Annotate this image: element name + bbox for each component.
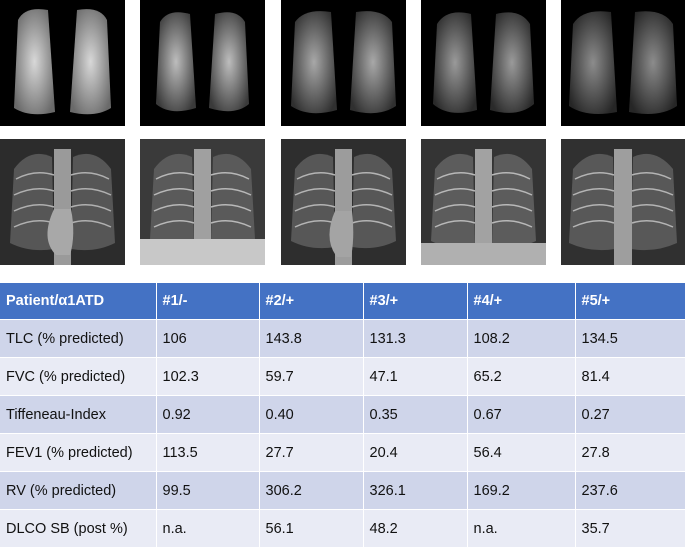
chest-xray-image-1 [0,139,125,265]
table-cell: n.a. [467,509,576,548]
table-cell: n.a. [156,509,260,548]
table-cell: 113.5 [156,433,260,472]
table-row: FEV1 (% predicted) 113.5 27.7 20.4 56.4 … [0,433,685,472]
table-cell: 143.8 [259,319,364,358]
row-label: TLC (% predicted) [0,319,157,358]
table-cell: 0.35 [363,395,468,434]
row-label: RV (% predicted) [0,471,157,510]
chest-xray-image-4 [421,139,546,265]
lung-projection-image-4 [421,0,546,126]
table-cell: 102.3 [156,357,260,396]
table-row: DLCO SB (post %) n.a. 56.1 48.2 n.a. 35.… [0,509,685,548]
header-patient-3: #3/+ [363,283,468,320]
table-cell: 20.4 [363,433,468,472]
table-cell: 131.3 [363,319,468,358]
table-cell: 0.27 [575,395,685,434]
table-cell: 326.1 [363,471,468,510]
table-cell: 237.6 [575,471,685,510]
table-cell: 106 [156,319,260,358]
lung-projection-image-2 [140,0,265,126]
chest-xray-image-3 [281,139,406,265]
table-row: FVC (% predicted) 102.3 59.7 47.1 65.2 8… [0,357,685,396]
table-row: RV (% predicted) 99.5 306.2 326.1 169.2 … [0,471,685,510]
table-cell: 59.7 [259,357,364,396]
header-patient-2: #2/+ [259,283,364,320]
header-patient: Patient/α1ATD [0,283,157,320]
table-cell: 81.4 [575,357,685,396]
header-patient-1: #1/- [156,283,260,320]
table-cell: 56.4 [467,433,576,472]
table-cell: 48.2 [363,509,468,548]
table-cell: 99.5 [156,471,260,510]
table-cell: 35.7 [575,509,685,548]
table-cell: 306.2 [259,471,364,510]
chest-xray-image-5 [561,139,685,265]
lung-function-table: Patient/α1ATD #1/- #2/+ #3/+ #4/+ #5/+ T… [0,283,685,548]
table-cell: 169.2 [467,471,576,510]
row-label: Tiffeneau-Index [0,395,157,434]
table-cell: 65.2 [467,357,576,396]
table-cell: 27.7 [259,433,364,472]
table-row: TLC (% predicted) 106 143.8 131.3 108.2 … [0,319,685,358]
table-cell: 47.1 [363,357,468,396]
xray-image-grid [0,0,685,265]
row-label: FVC (% predicted) [0,357,157,396]
table-header-row: Patient/α1ATD #1/- #2/+ #3/+ #4/+ #5/+ [0,283,685,320]
table-cell: 0.92 [156,395,260,434]
table-row: Tiffeneau-Index 0.92 0.40 0.35 0.67 0.27 [0,395,685,434]
table-cell: 0.67 [467,395,576,434]
table-cell: 0.40 [259,395,364,434]
row-label: FEV1 (% predicted) [0,433,157,472]
table-cell: 108.2 [467,319,576,358]
header-patient-5: #5/+ [575,283,685,320]
table-cell: 56.1 [259,509,364,548]
header-patient-4: #4/+ [467,283,576,320]
table-cell: 27.8 [575,433,685,472]
row-label: DLCO SB (post %) [0,509,157,548]
table-cell: 134.5 [575,319,685,358]
lung-projection-image-1 [0,0,125,126]
lung-projection-image-3 [281,0,406,126]
lung-projection-image-5 [561,0,685,126]
chest-xray-image-2 [140,139,265,265]
